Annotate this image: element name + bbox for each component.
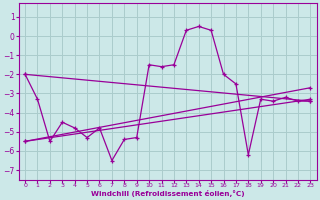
X-axis label: Windchill (Refroidissement éolien,°C): Windchill (Refroidissement éolien,°C) [91,190,244,197]
